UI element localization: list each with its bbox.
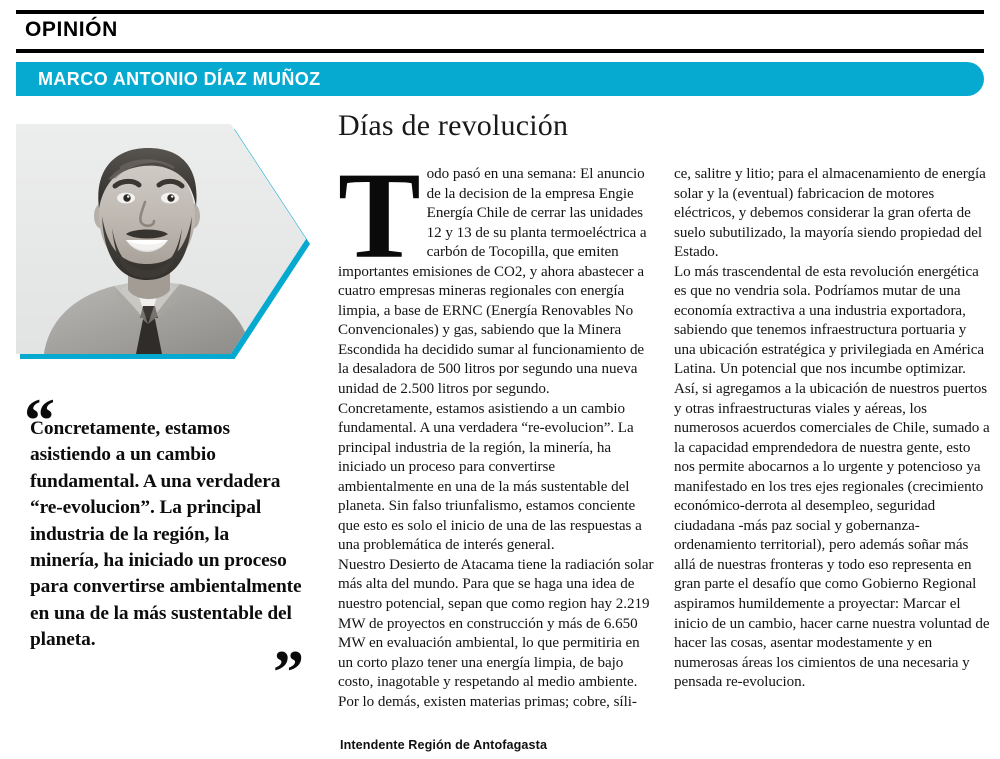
portrait-image — [16, 124, 306, 354]
pull-quote: “ Concretamente, estamos asistiendo a un… — [24, 376, 310, 707]
paragraph-3: Nuestro Desierto de Atacama tiene la rad… — [338, 556, 654, 691]
quote-close-mark: ” — [273, 639, 304, 707]
article-headline: Días de revolución — [338, 109, 569, 142]
article-column-right: ce, salitre y litio; para el almacenamie… — [674, 165, 990, 693]
drop-cap: T — [338, 147, 421, 284]
paragraph-6: Lo más trascendental de esta revolución … — [674, 263, 985, 378]
author-name: MARCO ANTONIO DÍAZ MUÑOZ — [38, 69, 321, 89]
paragraph-4: Por lo demás, existen materias primas; c… — [338, 693, 637, 710]
paragraph-7: Así, si agregamos a la ubicación de nues… — [674, 381, 990, 691]
section-kicker: OPINIÓN — [25, 18, 118, 41]
author-role-byline: Intendente Región de Antofagasta — [340, 738, 548, 752]
paragraph-1-text: odo pasó en una semana: El anuncio de la… — [338, 166, 647, 398]
paragraph-5: ce, salitre y litio; para el almacenamie… — [674, 166, 986, 261]
author-portrait — [16, 124, 310, 359]
pull-quote-text: Concretamente, estamos asistiendo a un c… — [30, 418, 302, 651]
masthead-rule-bottom — [16, 49, 984, 53]
author-banner: MARCO ANTONIO DÍAZ MUÑOZ — [16, 62, 984, 96]
masthead-rule-top — [16, 10, 984, 14]
paragraph-2: Concretamente, estamos asistiendo a un c… — [338, 400, 642, 554]
